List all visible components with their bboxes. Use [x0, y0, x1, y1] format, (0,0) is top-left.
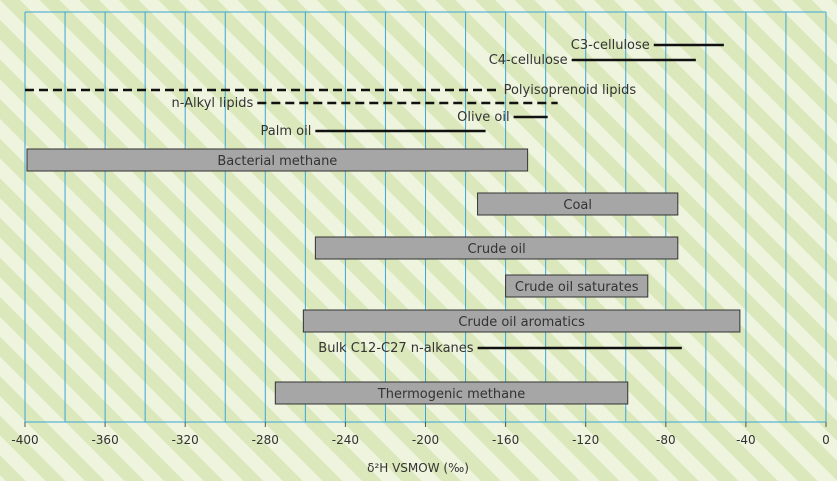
- range-line-label: Olive oil: [457, 110, 509, 125]
- range-line-label: C3-cellulose: [571, 38, 650, 53]
- grid: [24, 11, 827, 423]
- x-tick-label: -320: [172, 433, 199, 447]
- x-tick-label: -120: [572, 433, 599, 447]
- x-axis: -400 -360 -320 -280 -240 -200 -160 -120 -80 -40 0: [11, 422, 830, 447]
- x-tick-label: -240: [332, 433, 359, 447]
- range-bar-label: Thermogenic methane: [377, 387, 526, 402]
- x-axis-label: δ²H VSMOW (‰): [367, 461, 469, 475]
- range-line-label: Polyisoprenoid lipids: [504, 83, 637, 98]
- x-tick-label: -80: [656, 433, 676, 447]
- range-bar-label: Crude oil saturates: [515, 280, 639, 295]
- x-tick-label: -280: [252, 433, 279, 447]
- range-bar: [302, 309, 741, 333]
- range-line-label: Palm oil: [261, 124, 312, 139]
- x-tick-label: -200: [412, 433, 439, 447]
- x-tick-label: 0: [822, 433, 830, 447]
- range-bar: [314, 236, 679, 260]
- range-bar-label: Crude oil: [467, 242, 525, 257]
- x-tick-label: -400: [11, 433, 38, 447]
- range-bar: [274, 381, 629, 405]
- x-tick-label: -160: [492, 433, 519, 447]
- x-tick-label: -40: [736, 433, 756, 447]
- range-bar: [505, 274, 649, 298]
- range-bar-label: Coal: [563, 198, 592, 213]
- range-line-label: Bulk C12-C27 n-alkanes: [318, 341, 474, 356]
- range-line-label: n-Alkyl lipids: [172, 96, 254, 111]
- range-bar-label: Bacterial methane: [217, 154, 337, 169]
- x-tick-label: -360: [91, 433, 118, 447]
- range-bar: [477, 192, 679, 216]
- range-line-label: C4-cellulose: [489, 53, 568, 68]
- range-bar: [26, 148, 529, 172]
- range-bar-label: Crude oil aromatics: [458, 315, 585, 330]
